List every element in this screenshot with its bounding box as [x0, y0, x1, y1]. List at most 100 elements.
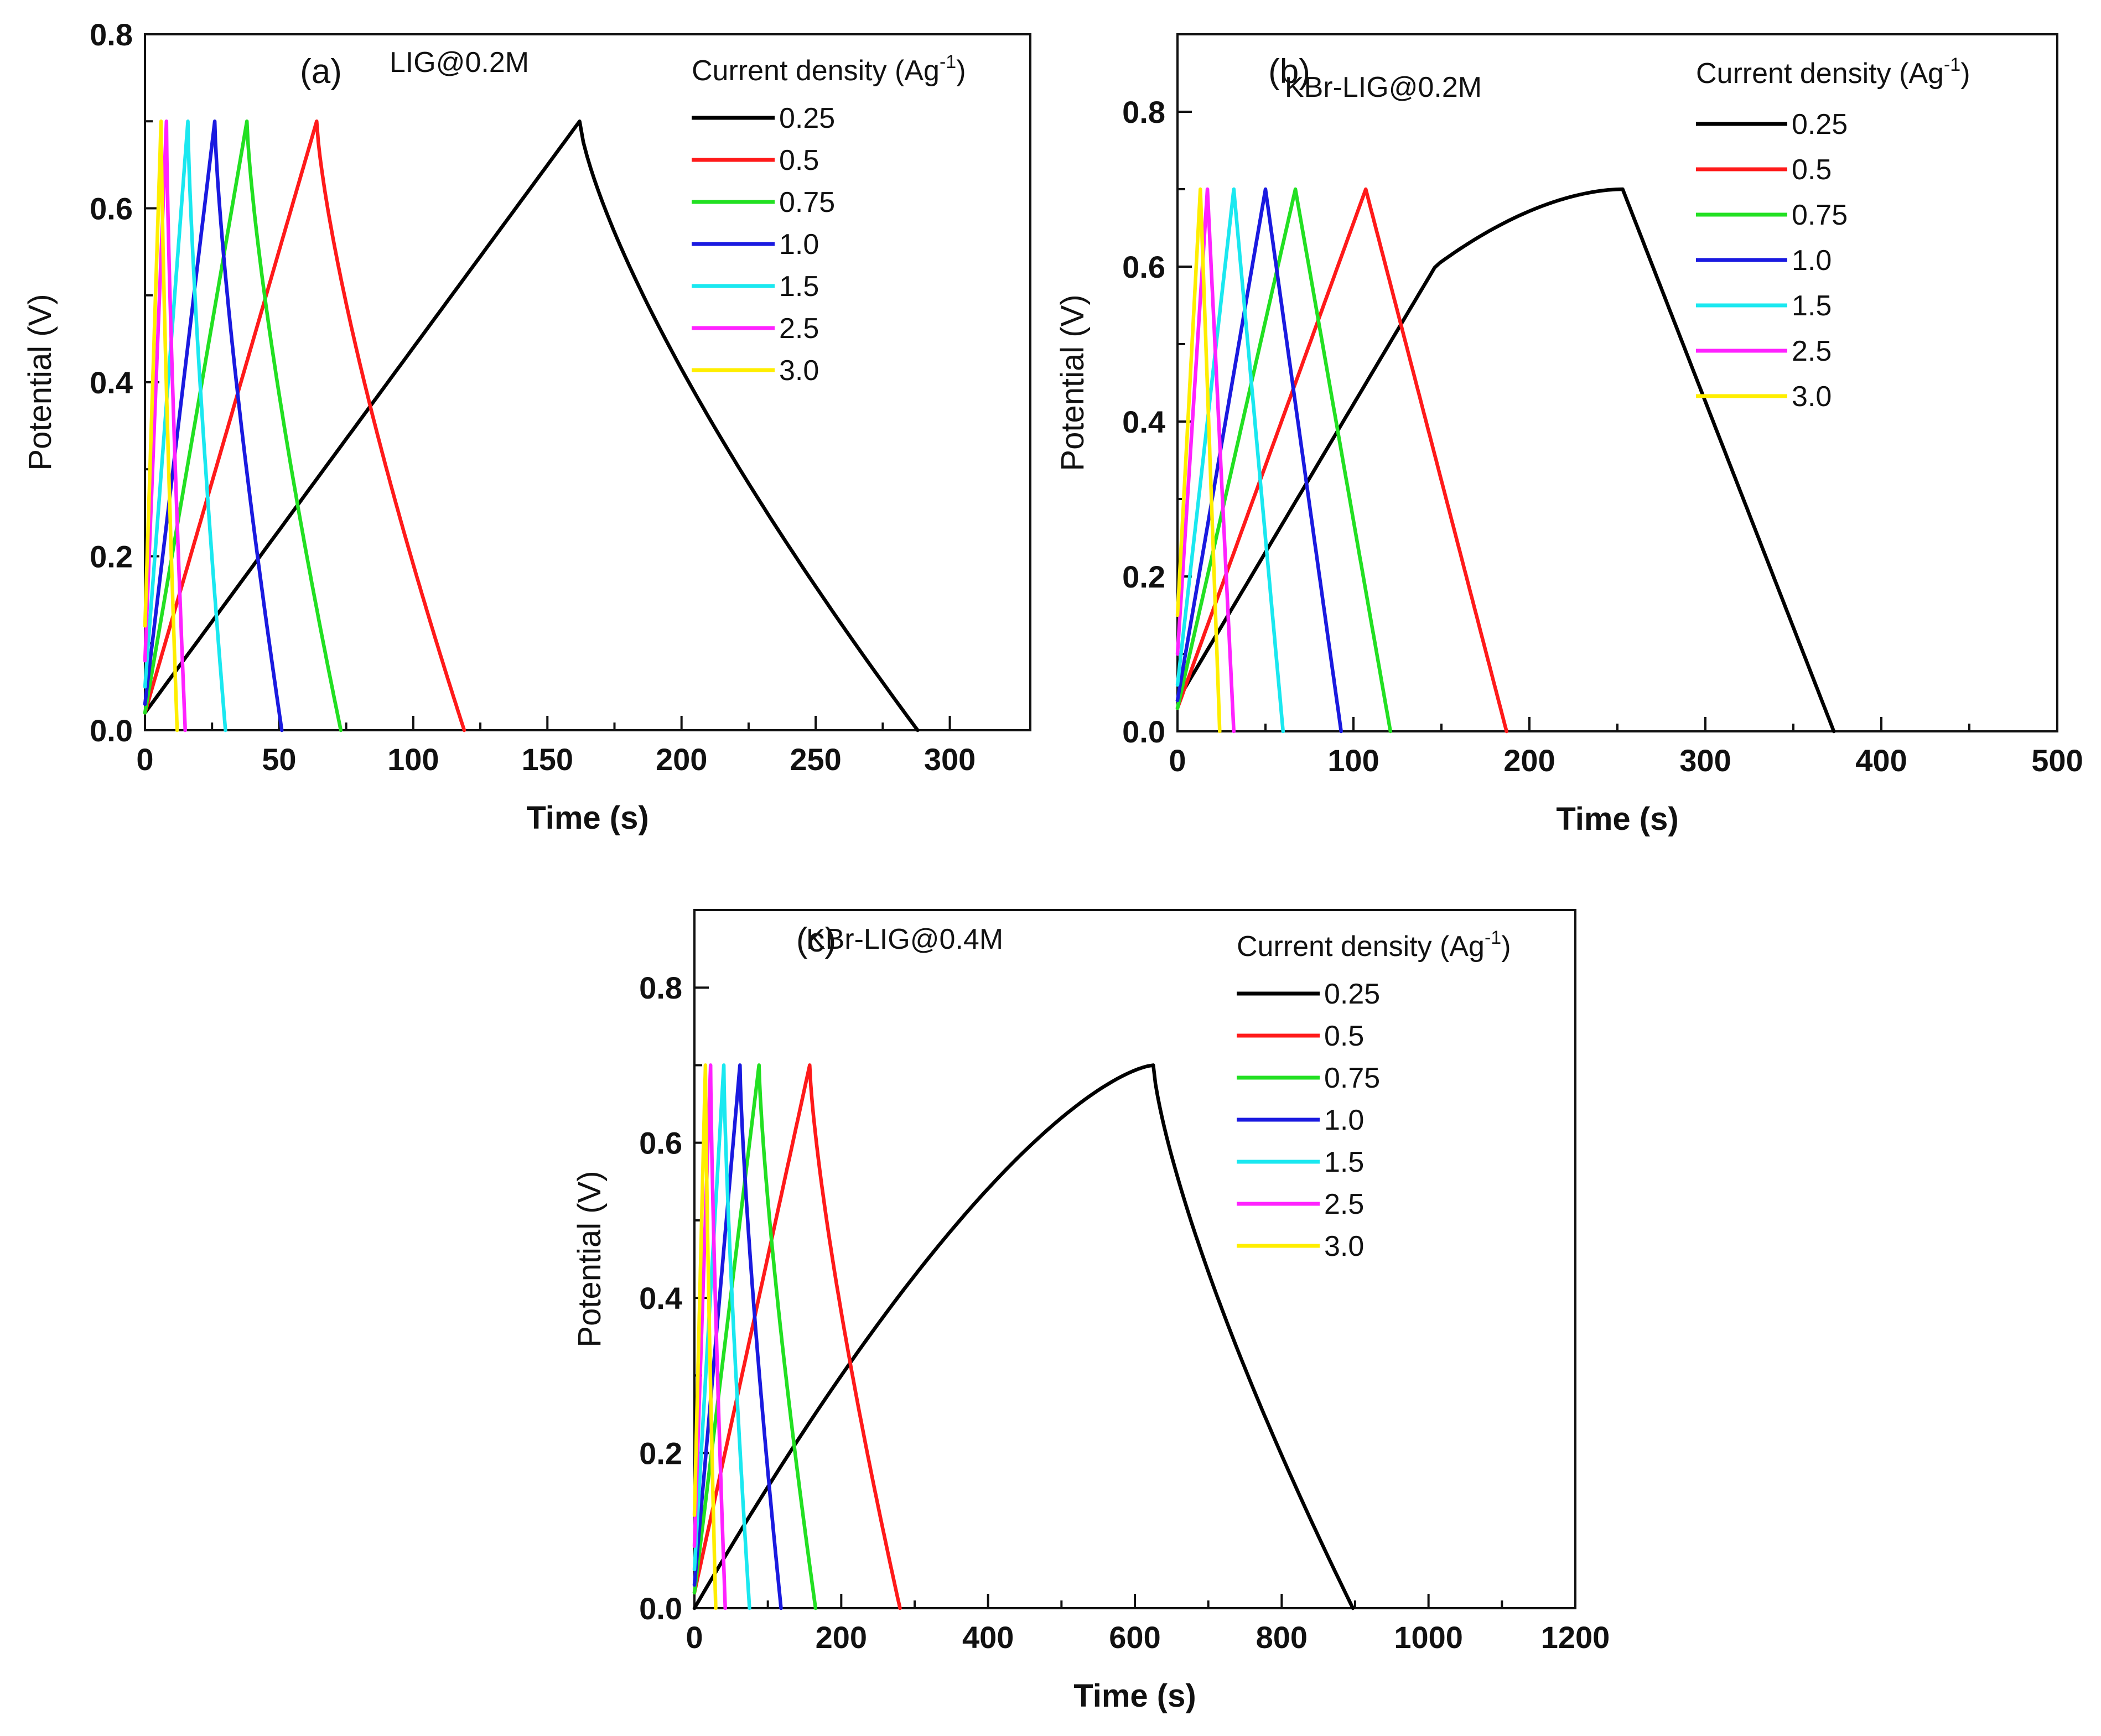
- legend-title-close: ): [956, 55, 966, 87]
- panel-label: (c): [796, 921, 836, 959]
- legend-entry-0.25: 0.25: [1324, 978, 1380, 1010]
- y-tick-label: 0.8: [1122, 95, 1165, 129]
- y-tick-label: 0.0: [639, 1591, 682, 1626]
- y-tick-label: 0.6: [90, 191, 133, 226]
- y-tick-label: 0.0: [1122, 714, 1165, 749]
- legend-entry-0.75: 0.75: [779, 186, 835, 219]
- sample-label: KBr-LIG@0.2M: [1285, 71, 1482, 103]
- series-line-0.75: [1175, 187, 1393, 734]
- x-tick-label: 100: [1327, 743, 1379, 778]
- curves: [1175, 187, 1836, 734]
- y-tick-label: 0.6: [639, 1126, 682, 1161]
- series-line-3.0: [143, 119, 179, 732]
- legend-title: Current density (Ag-1): [1237, 927, 1511, 963]
- chart-panel-a: 0 50 100 150 200 250 300 0.0 0.2 0.4 0.6 0.8 Time (s…: [22, 17, 1031, 836]
- x-tick-label: 100: [387, 742, 439, 777]
- sample-label: LIG@0.2M: [390, 46, 529, 79]
- legend-entry-1.0: 1.0: [1324, 1104, 1364, 1136]
- x-tick-label: 300: [924, 742, 976, 777]
- curves: [143, 119, 920, 732]
- legend-title-sup: -1: [940, 51, 956, 72]
- x-tick-label: 200: [656, 742, 707, 777]
- y-tick-label: 0.6: [1122, 250, 1165, 284]
- series-line-0.25: [692, 1063, 1355, 1610]
- y-tick-label: 0.4: [639, 1281, 682, 1316]
- x-tick-label: 50: [262, 742, 296, 777]
- y-tick-label: 0.4: [90, 365, 133, 400]
- series-line-0.25: [143, 119, 920, 732]
- legend-entry-0.25: 0.25: [1792, 108, 1848, 141]
- x-tick-label: 1200: [1541, 1620, 1610, 1655]
- x-axis-title: Time (s): [526, 800, 649, 836]
- chart-panel-c: 0 200 400 600 800 1000 1200 0.0 0.2 0.4 0.6 0.8 Time…: [572, 909, 1610, 1714]
- x-tick-label: 0: [1169, 743, 1186, 778]
- legend: Current density (Ag-1) 0.25 0.5 0.75 1.0 1.5 2…: [1696, 54, 1970, 413]
- legend-title-main: Current density (Ag: [1237, 931, 1485, 963]
- x-tick-label: 1000: [1394, 1620, 1463, 1655]
- panel-label: (a): [300, 53, 342, 91]
- legend-entry-2.5: 2.5: [1792, 335, 1832, 367]
- x-tick-label: 250: [790, 742, 841, 777]
- y-tick-label: 0.0: [90, 713, 133, 748]
- sample-label: KBr-LIG@0.4M: [806, 923, 1003, 955]
- y-tick-label: 0.8: [90, 17, 133, 52]
- x-tick-label: 0: [136, 742, 153, 777]
- legend-title-main: Current density (Ag: [692, 55, 940, 87]
- y-tick-label: 0.2: [1122, 559, 1165, 594]
- panel-label: (b): [1268, 53, 1310, 91]
- series-line-1.0: [1175, 187, 1343, 734]
- legend: Current density (Ag-1) 0.25 0.5 0.75 1.0 1.5 2…: [692, 51, 966, 387]
- legend-title-sup: -1: [1485, 927, 1501, 948]
- x-axis-title: Time (s): [1073, 1678, 1196, 1714]
- legend-title-main: Current density (Ag: [1696, 58, 1944, 90]
- y-axis-title: Potential (V): [572, 1171, 608, 1347]
- series-line-3.0: [692, 1063, 718, 1610]
- legend-entry-3.0: 3.0: [1324, 1230, 1364, 1262]
- legend-entry-2.5: 2.5: [779, 313, 819, 345]
- series-line-0.75: [143, 119, 343, 732]
- legend-entry-0.5: 0.5: [1792, 154, 1832, 186]
- legend-entry-0.25: 0.25: [779, 102, 835, 134]
- series-line-0.25: [1175, 187, 1836, 734]
- y-tick-label: 0.2: [639, 1436, 682, 1471]
- x-tick-label: 500: [2031, 743, 2083, 778]
- series-line-0.5: [143, 119, 466, 732]
- legend-entry-1.5: 1.5: [1324, 1146, 1364, 1178]
- y-axis-title: Potential (V): [22, 294, 58, 470]
- legend-title: Current density (Ag-1): [1696, 54, 1970, 90]
- x-tick-label: 400: [962, 1620, 1014, 1655]
- series-line-0.5: [692, 1063, 902, 1610]
- series-line-0.5: [1175, 187, 1508, 734]
- x-tick-label: 400: [1855, 743, 1907, 778]
- x-tick-label: 200: [816, 1620, 867, 1655]
- x-axis-title: Time (s): [1556, 801, 1678, 837]
- legend-entry-3.0: 3.0: [1792, 381, 1832, 413]
- series-line-2.5: [1175, 187, 1236, 734]
- legend-entry-1.0: 1.0: [1792, 245, 1832, 277]
- series-line-1.5: [692, 1063, 751, 1610]
- legend-title-close: ): [1501, 931, 1511, 963]
- curves: [692, 1063, 1355, 1610]
- legend-entry-0.75: 0.75: [1792, 199, 1848, 231]
- x-tick-label: 200: [1503, 743, 1555, 778]
- y-tick-label: 0.4: [1122, 404, 1165, 439]
- x-tick-label: 600: [1109, 1620, 1160, 1655]
- y-tick-label: 0.8: [639, 970, 682, 1005]
- chart-panel-b: 0 100 200 300 400 500 0.0 0.2 0.4 0.6 0.8 Time (s) P…: [1055, 33, 2083, 837]
- legend-title-close: ): [1960, 58, 1970, 90]
- legend-entry-0.75: 0.75: [1324, 1062, 1380, 1094]
- legend-entry-0.5: 0.5: [779, 144, 819, 176]
- legend-entry-1.5: 1.5: [779, 271, 819, 303]
- legend-title-sup: -1: [1944, 54, 1960, 75]
- series-line-3.0: [1175, 187, 1222, 734]
- x-tick-label: 800: [1256, 1620, 1308, 1655]
- legend-entry-3.0: 3.0: [779, 355, 819, 387]
- series-line-2.5: [692, 1063, 727, 1610]
- x-tick-label: 0: [686, 1620, 703, 1655]
- series-line-1.5: [1175, 187, 1285, 734]
- series-line-1.5: [143, 119, 227, 732]
- legend-entry-1.0: 1.0: [779, 228, 819, 261]
- series-line-2.5: [143, 119, 187, 732]
